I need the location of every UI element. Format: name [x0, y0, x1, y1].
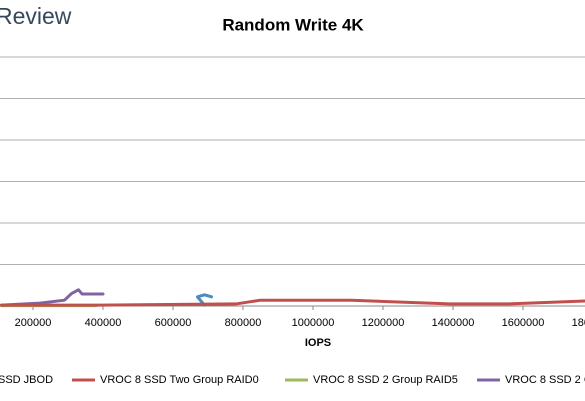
chart-title: Random Write 4K	[222, 15, 364, 34]
watermark: Review	[0, 3, 72, 29]
legend-label: VROC 8 SSD Two Group RAID0	[100, 374, 259, 386]
legend-label: VROC 8 SSD 2 G	[505, 374, 585, 386]
series-line	[196, 293, 213, 307]
legend-label: VROC 8 SSD 2 Group RAID5	[313, 374, 458, 386]
x-tick-label: 1000000	[292, 317, 335, 329]
x-tick-label: 1400000	[432, 317, 475, 329]
legend-label: SSD JBOD	[0, 374, 53, 386]
x-tick-label: 600000	[155, 317, 192, 329]
series-line	[0, 288, 105, 307]
x-axis-label: IOPS	[305, 337, 331, 349]
x-tick-label: 1600000	[502, 317, 545, 329]
x-tick-label: 1800000	[572, 317, 585, 329]
x-tick-label: 200000	[15, 317, 52, 329]
x-tick-label: 800000	[225, 317, 262, 329]
x-tick-label: 400000	[85, 317, 122, 329]
series-line	[0, 298, 585, 307]
x-tick-label: 1200000	[362, 317, 405, 329]
